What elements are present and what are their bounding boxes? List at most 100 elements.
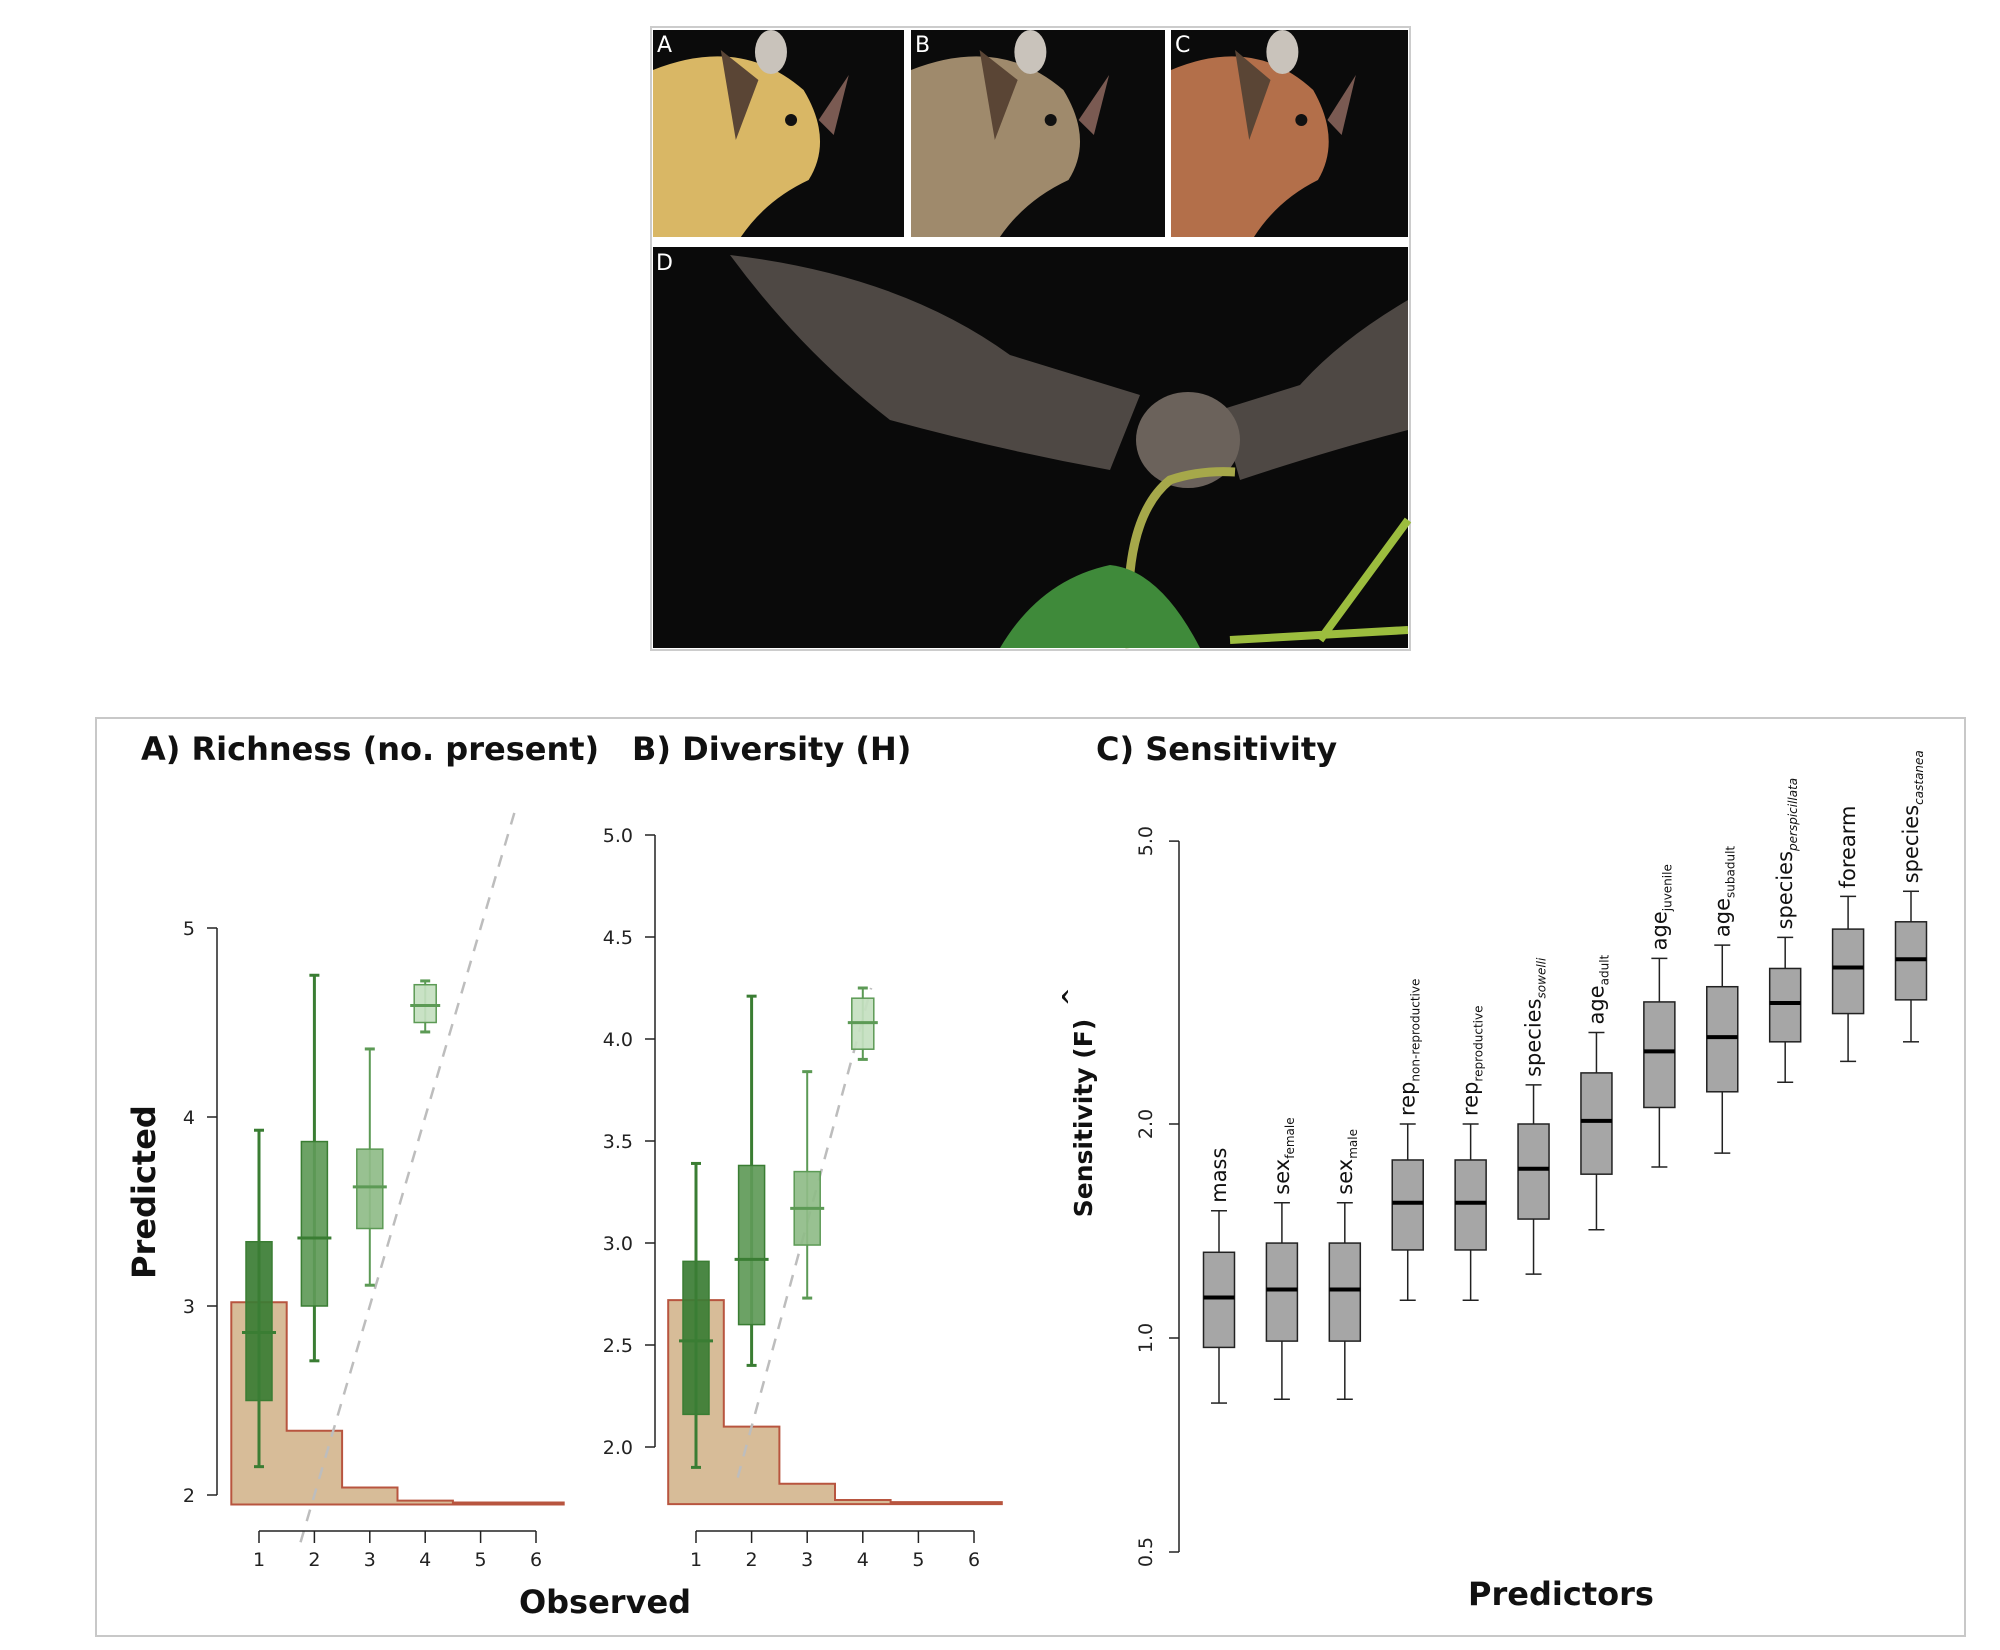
photo-panel-d: D (653, 247, 1412, 649)
predictors-axis-label: Predictors (1468, 1575, 1654, 1613)
predictor-label: agesubadult (1710, 846, 1737, 938)
x-tick-label: 5 (475, 1549, 487, 1571)
x-tick-label: 1 (690, 1549, 702, 1571)
photo-panel-a: A (653, 30, 904, 238)
sensitivity-axis-label: Sensitivity (F) (1069, 1019, 1098, 1217)
diversity-title: B) Diversity (H) (632, 730, 911, 768)
predictor-subscript: adult (1597, 954, 1611, 985)
box-observed-4 (847, 986, 878, 1061)
box (1328, 1242, 1362, 1342)
box (1706, 985, 1739, 1093)
x-tick-label: 2 (308, 1549, 320, 1571)
predictor-name: age (1584, 985, 1608, 1024)
predictor-name: mass (1207, 1148, 1231, 1203)
observed-axis-label: Observed (519, 1583, 691, 1621)
box (1831, 928, 1865, 1015)
box (1391, 1159, 1424, 1251)
bat-far-ear (1266, 30, 1299, 74)
box (1454, 1159, 1487, 1251)
predictor-subscript: male (1346, 1129, 1360, 1159)
box (300, 1140, 329, 1307)
predictor-box-species-perspicillata: speciesperspicillata (1768, 778, 1802, 1083)
y-tick-label: 3.0 (603, 1233, 633, 1255)
photo-label: C (1175, 33, 1190, 58)
y-tick-label: 1.0 (1135, 1323, 1157, 1353)
f-hat-symbol: ^ (1059, 988, 1084, 1006)
box (1768, 967, 1802, 1043)
predictor-subscript: sowelli (1535, 957, 1549, 998)
box-observed-4 (410, 979, 441, 1034)
predictor-box-species-castanea: speciescastanea (1894, 750, 1928, 1043)
one-to-one-reference-line (299, 810, 517, 1543)
predictor-box-sex-male: sexmale (1328, 1129, 1362, 1401)
x-tick-label: 3 (364, 1549, 376, 1571)
predictor-label: sexmale (1333, 1129, 1360, 1195)
x-tick-label: 6 (530, 1549, 542, 1571)
bat-left-wing (730, 255, 1140, 470)
bat-eye (785, 114, 798, 126)
bat-far-ear (754, 30, 787, 74)
box (245, 1240, 273, 1402)
y-tick-label: 2.0 (1135, 1109, 1157, 1139)
y-tick-label: 2 (183, 1485, 195, 1507)
box-observed-3 (790, 1070, 825, 1300)
sensitivity-chart: C) Sensitivity Predictors Sensitivity (F… (1059, 730, 1928, 1613)
predictor-name: species (1522, 998, 1546, 1076)
predictor-box-sex-female: sexfemale (1265, 1117, 1299, 1401)
y-tick-label: 2.5 (603, 1335, 633, 1357)
predictor-subscript: non-reproductive (1409, 979, 1423, 1082)
box-observed-1 (242, 1128, 276, 1469)
predictor-name: species (1773, 851, 1797, 929)
predictor-box-rep-reproductive: repreproductive (1454, 1006, 1487, 1302)
predictor-name: forearm (1836, 805, 1860, 888)
y-tick-label: 3.5 (603, 1131, 633, 1153)
leaf (1000, 565, 1200, 648)
bat-noseleaf (1078, 75, 1110, 135)
box (1202, 1251, 1236, 1349)
y-tick-label: 5.0 (603, 825, 633, 847)
box-observed-3 (352, 1047, 387, 1287)
predictor-name: species (1899, 805, 1923, 883)
box (356, 1148, 384, 1230)
vine (1229, 517, 1412, 644)
predictor-label: mass (1207, 1148, 1231, 1203)
chart-frame (95, 717, 1966, 1637)
y-tick-label: 4.0 (603, 1029, 633, 1051)
photo-label: A (657, 33, 672, 58)
bat-body (1136, 392, 1240, 488)
photo-panel-b: B (911, 30, 1165, 238)
predictor-name: rep (1396, 1082, 1420, 1116)
x-tick-label: 4 (857, 1549, 869, 1571)
box (413, 983, 437, 1024)
bat-photo-plate: A B C D (650, 26, 1412, 651)
predictor-name: sex (1270, 1159, 1294, 1195)
box (1517, 1123, 1550, 1220)
observed-histogram (230, 1301, 565, 1506)
predictor-label: speciesperspicillata (1773, 778, 1800, 930)
x-tick-label: 3 (801, 1549, 813, 1571)
x-tick-label: 6 (968, 1549, 980, 1571)
box (1580, 1072, 1613, 1175)
bat-head (1171, 56, 1329, 238)
x-tick-label: 4 (419, 1549, 431, 1571)
bat-far-ear (1014, 30, 1047, 74)
predictor-box-age-subadult: agesubadult (1706, 846, 1739, 1154)
diversity-chart: B) Diversity (H) 2.0 2.5 3.0 3.5 4.0 4.5 5.0 1 2… (603, 730, 1003, 1571)
box-observed-2 (734, 994, 769, 1367)
bat-right-wing (1220, 300, 1408, 480)
y-tick-label: 3 (183, 1296, 195, 1318)
predictor-subscript: reproductive (1472, 1006, 1486, 1082)
predictor-label: repnon-reproductive (1396, 979, 1423, 1116)
y-tick-label: 5.0 (1135, 826, 1157, 856)
photo-panel-c: C (1171, 30, 1408, 238)
predictor-box-age-juvenile: agejuvenile (1643, 864, 1676, 1168)
predictor-subscript: juvenile (1660, 864, 1674, 912)
predictor-label: repreproductive (1459, 1006, 1486, 1116)
box (682, 1260, 710, 1416)
photo-label: B (915, 33, 930, 58)
y-tick-label: 0.5 (1135, 1537, 1157, 1567)
box (1265, 1242, 1299, 1342)
predictor-name: rep (1459, 1082, 1483, 1116)
x-tick-label: 5 (912, 1549, 924, 1571)
